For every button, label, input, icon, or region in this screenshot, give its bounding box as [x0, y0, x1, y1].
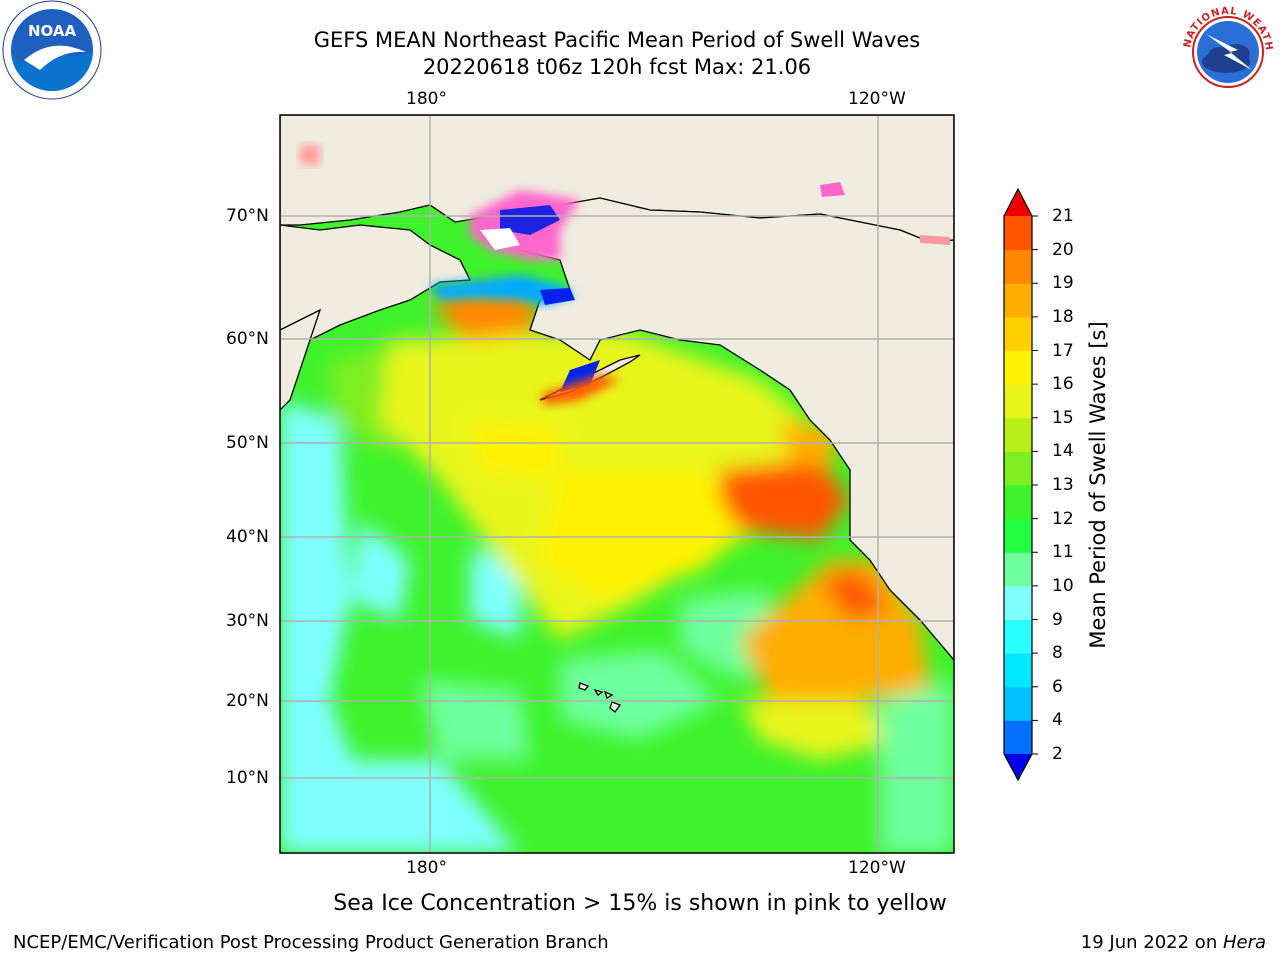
nws-logo: NATIONAL WEATHER SERVICE: [1176, 0, 1276, 100]
credit-date-host: 19 Jun 2022 on Hera: [1081, 931, 1266, 955]
colorbar-title: Mean Period of Swell Waves [s]: [1086, 321, 1110, 649]
colorbar-segment: [1004, 686, 1032, 721]
colorbar-segment: [1004, 619, 1032, 654]
colorbar-tick-label: 20: [1052, 239, 1074, 260]
sea-ice-footnote: Sea Ice Concentration > 15% is shown in …: [333, 891, 947, 916]
credit-date: 19 Jun 2022 on: [1080, 932, 1223, 953]
colorbar-segment: [1004, 451, 1032, 486]
colorbar-tick-label: 13: [1052, 475, 1074, 495]
sea-ice: [300, 145, 950, 405]
colorbar-segment: [1004, 384, 1032, 419]
colorbar-tick-label: 19: [1052, 273, 1074, 294]
colorbar-segment: [1004, 518, 1032, 553]
colorbar-tick-label: 8: [1052, 643, 1063, 664]
colorbar-tick-label: 12: [1052, 508, 1074, 529]
swell-period-fill: [280, 290, 954, 853]
top-lon-label-180: 180°: [406, 89, 447, 109]
colorbar-tick-label: 18: [1052, 306, 1074, 327]
colorbar-segment: [1004, 283, 1032, 318]
chart-title: GEFS MEAN Northeast Pacific Mean Period …: [313, 28, 921, 52]
colorbar-segment: [1004, 216, 1032, 251]
colorbar-tick-label: 16: [1052, 374, 1074, 395]
colorbar-over-extension: [1004, 189, 1032, 216]
lat-label-10n: 10°N: [226, 768, 269, 788]
noaa-logo-text: NOAA: [28, 22, 77, 40]
colorbar-tick-label: 21: [1052, 206, 1074, 226]
colorbar-segment: [1004, 485, 1032, 520]
top-lon-label-120w: 120°W: [848, 89, 906, 109]
gridlines: [280, 115, 954, 853]
colorbar: [1003, 187, 1038, 782]
land: [280, 115, 954, 713]
colorbar-tick-label: 6: [1052, 676, 1063, 697]
colorbar-tick-label: 11: [1052, 542, 1074, 563]
colorbar-tick-label: 17: [1052, 340, 1074, 361]
noaa-logo: NOAA: [2, 0, 102, 100]
bottom-lon-label-180: 180°: [406, 858, 447, 878]
lat-label-20n: 20°N: [226, 691, 269, 711]
colorbar-tick-label: 10: [1052, 575, 1074, 596]
colorbar-segment: [1004, 316, 1032, 351]
colorbar-under-extension: [1004, 754, 1032, 780]
bottom-lon-label-120w: 120°W: [848, 858, 906, 878]
colorbar-tick-label: 9: [1052, 609, 1063, 630]
lat-label-40n: 40°N: [226, 527, 269, 547]
lat-label-50n: 50°N: [226, 433, 269, 453]
lat-label-70n: 70°N: [226, 206, 269, 226]
colorbar-tick-label: 14: [1052, 441, 1074, 462]
colorbar-segment: [1004, 552, 1032, 587]
credit-organization: NCEP/EMC/Verification Post Processing Pr…: [13, 932, 609, 953]
lat-label-30n: 30°N: [226, 611, 269, 631]
chart-subtitle: 20220618 t06z 120h fcst Max: 21.06: [422, 55, 812, 79]
colorbar-tick-label: 4: [1052, 710, 1063, 731]
map-field: [280, 115, 954, 853]
map-frame: [279, 114, 955, 854]
colorbar-segment: [1004, 350, 1032, 385]
colorbar-segment: [1004, 653, 1032, 688]
colorbar-segment: [1004, 720, 1032, 755]
credit-host: Hera: [1222, 932, 1266, 953]
colorbar-tick-label: 2: [1052, 744, 1063, 764]
lat-label-60n: 60°N: [226, 329, 269, 349]
colorbar-segment: [1004, 585, 1032, 620]
colorbar-tick-label: 15: [1052, 407, 1074, 428]
colorbar-segment: [1004, 417, 1032, 452]
colorbar-segment: [1004, 249, 1032, 284]
